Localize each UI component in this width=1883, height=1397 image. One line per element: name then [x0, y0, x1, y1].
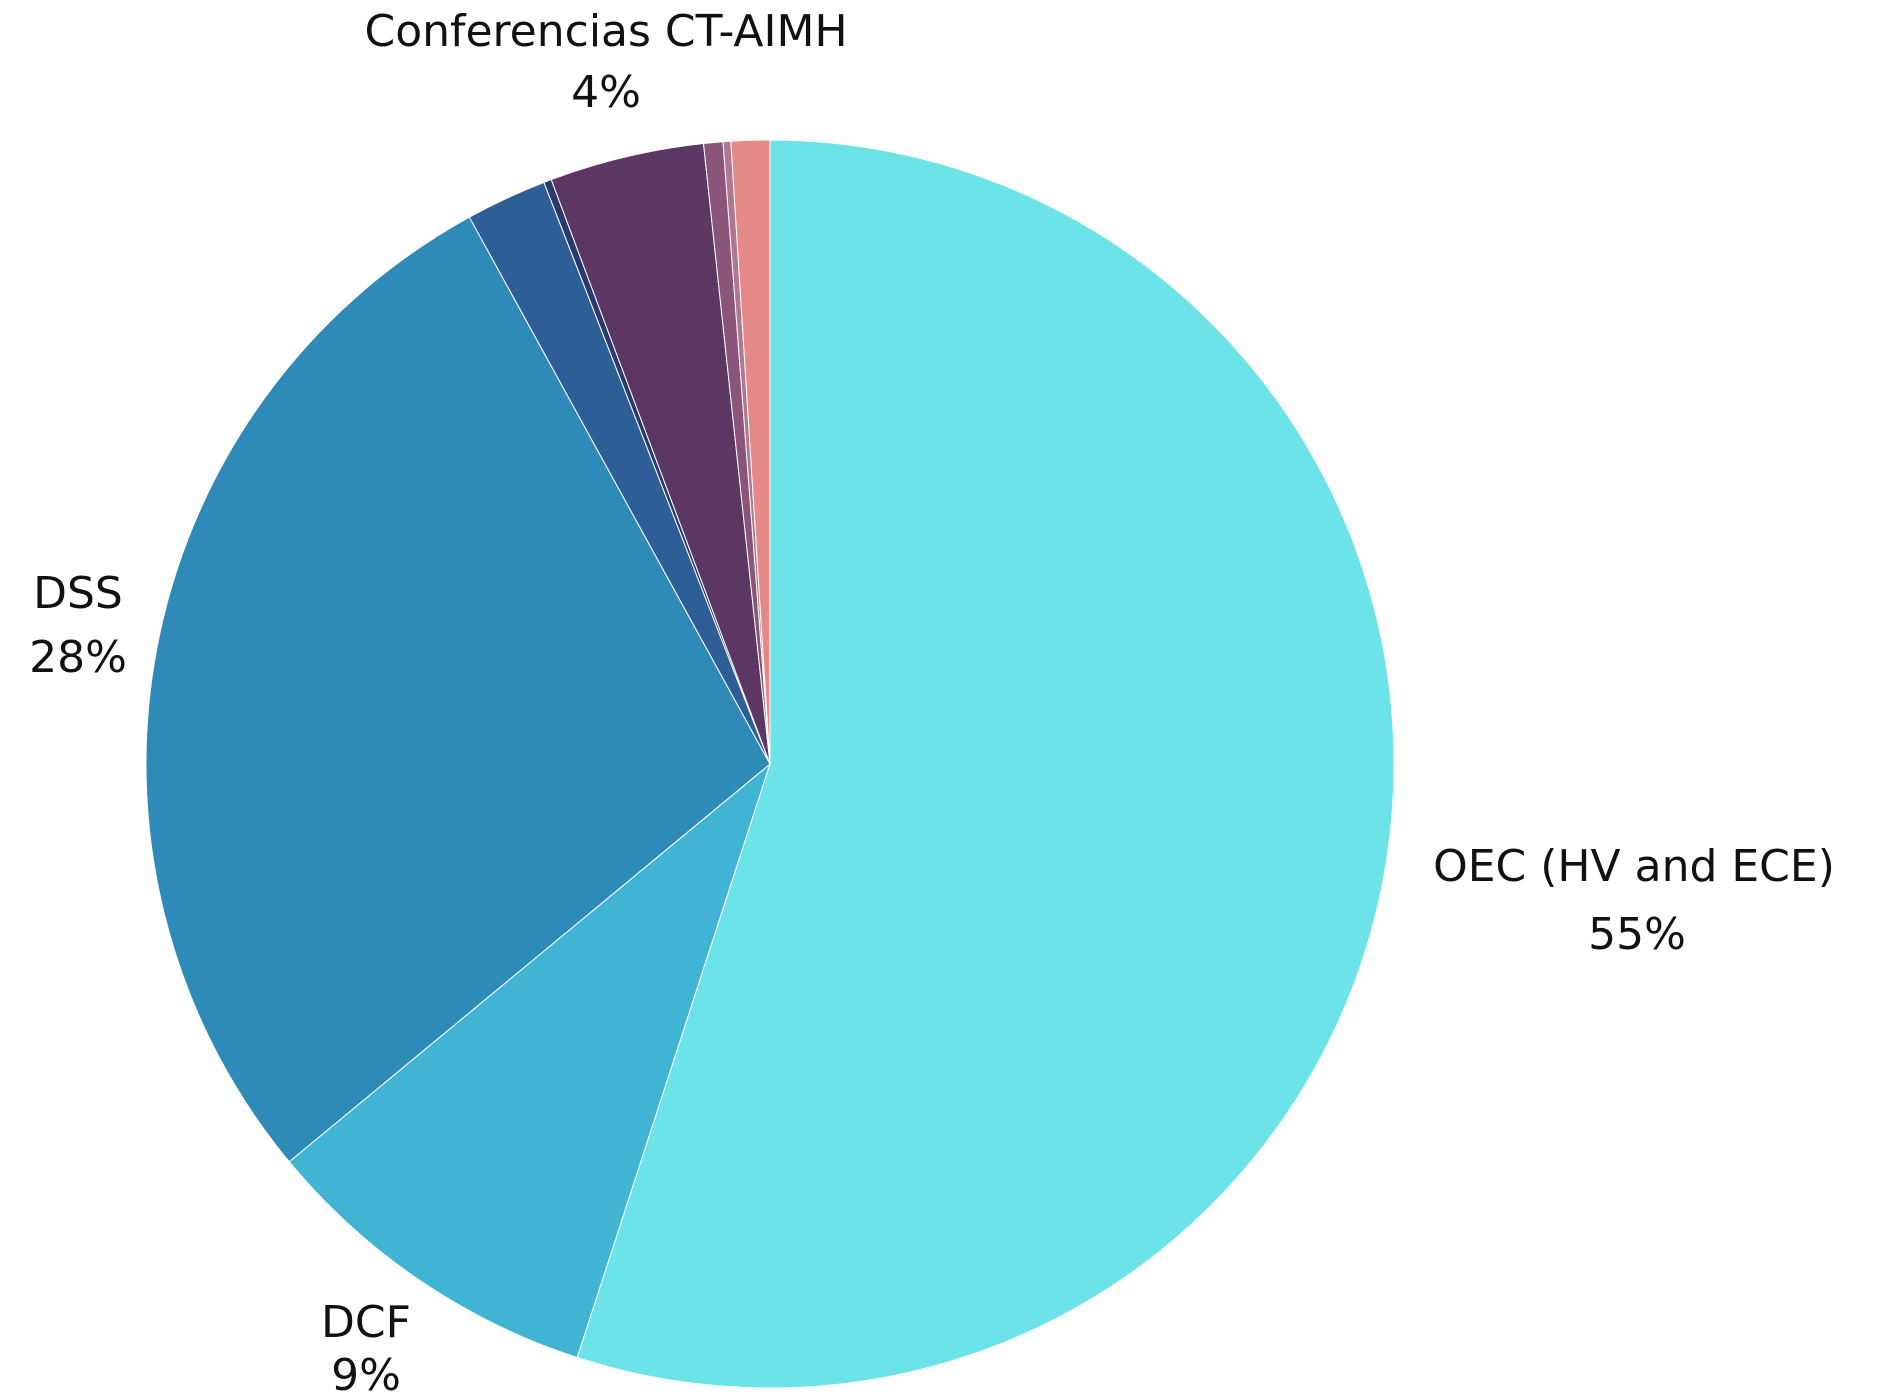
slice-label: DCF — [321, 1297, 411, 1348]
pie-slice — [576, 139, 1395, 1389]
slice-label: DSS — [33, 568, 123, 619]
pie-slice — [145, 216, 771, 1163]
pie-slice — [288, 762, 772, 1359]
slice-label: OEC (HV and ECE) — [1433, 841, 1835, 892]
slice-value-label: 55% — [1588, 909, 1686, 960]
slice-value-label: 4% — [571, 67, 641, 118]
pie-slice — [730, 139, 771, 765]
slice-value-label: 28% — [29, 632, 127, 683]
slice-label: Conferencias CT-AIMH — [364, 6, 847, 57]
slice-value-label: 9% — [331, 1350, 401, 1397]
